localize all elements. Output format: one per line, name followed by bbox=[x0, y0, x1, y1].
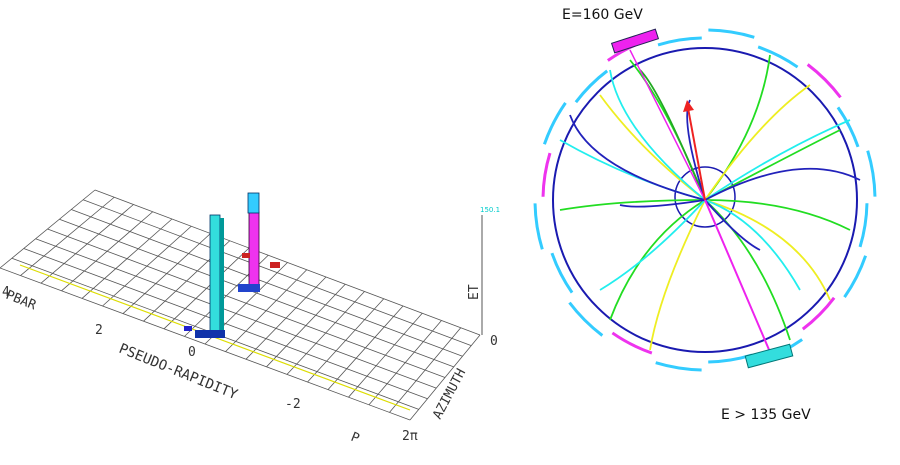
track bbox=[704, 119, 851, 201]
ring-segment bbox=[657, 36, 702, 47]
ring-segment bbox=[541, 152, 552, 197]
p-label: P bbox=[349, 430, 362, 447]
lego-grid bbox=[0, 189, 481, 421]
track bbox=[619, 199, 706, 208]
ring-segment bbox=[611, 331, 653, 355]
inner-tracker bbox=[674, 166, 736, 228]
track bbox=[649, 199, 706, 351]
tower bbox=[209, 214, 221, 336]
et-label: ET bbox=[467, 284, 482, 300]
grid-line bbox=[59, 218, 454, 368]
em-cluster bbox=[744, 343, 794, 369]
ring-segment bbox=[836, 106, 860, 148]
grid-line bbox=[71, 209, 463, 357]
ring-segment bbox=[533, 203, 544, 250]
ring-segment bbox=[858, 203, 869, 248]
grid-line bbox=[82, 199, 472, 346]
tower bbox=[248, 211, 260, 288]
tracks bbox=[559, 49, 861, 353]
missing-et-arrow bbox=[687, 107, 706, 201]
tower bbox=[242, 253, 250, 258]
track bbox=[639, 69, 706, 201]
ring-segment bbox=[843, 255, 868, 299]
grid-line bbox=[35, 238, 437, 389]
azimuth-tick: 0 bbox=[490, 334, 498, 349]
outer-tracker bbox=[552, 47, 858, 353]
rapidity-tick: 2 bbox=[95, 323, 103, 338]
grid-line bbox=[94, 189, 481, 336]
track bbox=[559, 199, 706, 211]
ring-segment bbox=[801, 296, 836, 331]
towers bbox=[184, 192, 280, 338]
top-energy: E=160 GeV bbox=[562, 7, 643, 23]
track bbox=[704, 199, 771, 353]
ring-segment bbox=[757, 45, 799, 69]
track bbox=[704, 167, 861, 201]
em-cluster bbox=[610, 28, 660, 54]
tower bbox=[270, 262, 280, 268]
track bbox=[629, 49, 706, 201]
ring-segment bbox=[866, 150, 877, 197]
track bbox=[704, 199, 831, 301]
tower bbox=[238, 284, 260, 292]
grid-line bbox=[23, 248, 428, 400]
tower bbox=[247, 192, 260, 214]
track bbox=[609, 69, 706, 201]
grid-line bbox=[47, 228, 446, 378]
rapidity-tick: 0 bbox=[188, 345, 196, 360]
track bbox=[704, 84, 811, 201]
ring-segment bbox=[542, 101, 567, 145]
tower bbox=[184, 326, 192, 331]
track bbox=[704, 199, 851, 231]
ring-segment bbox=[574, 69, 609, 104]
track bbox=[609, 199, 706, 321]
azimuth-tick: 2π bbox=[402, 429, 418, 444]
grid-line bbox=[0, 267, 411, 421]
track bbox=[704, 199, 761, 251]
ring-segment bbox=[806, 63, 842, 99]
azimuth-label: AZIMUTH bbox=[430, 366, 469, 421]
ring-segment bbox=[568, 301, 604, 337]
ring-segment bbox=[550, 252, 574, 294]
track bbox=[569, 114, 706, 201]
tower bbox=[195, 330, 225, 338]
tower-side bbox=[220, 218, 224, 335]
track bbox=[704, 199, 791, 341]
ring-segment bbox=[708, 28, 755, 39]
track bbox=[599, 199, 706, 291]
bottom-energy: E > 135 GeV bbox=[721, 407, 811, 423]
track bbox=[704, 199, 801, 291]
ring-segment bbox=[655, 361, 702, 372]
et-scale: 150.1 bbox=[480, 206, 500, 214]
rapidity-tick: 4 bbox=[2, 285, 10, 300]
arrow-head bbox=[683, 100, 694, 112]
rapidity-tick: -2 bbox=[285, 397, 301, 412]
